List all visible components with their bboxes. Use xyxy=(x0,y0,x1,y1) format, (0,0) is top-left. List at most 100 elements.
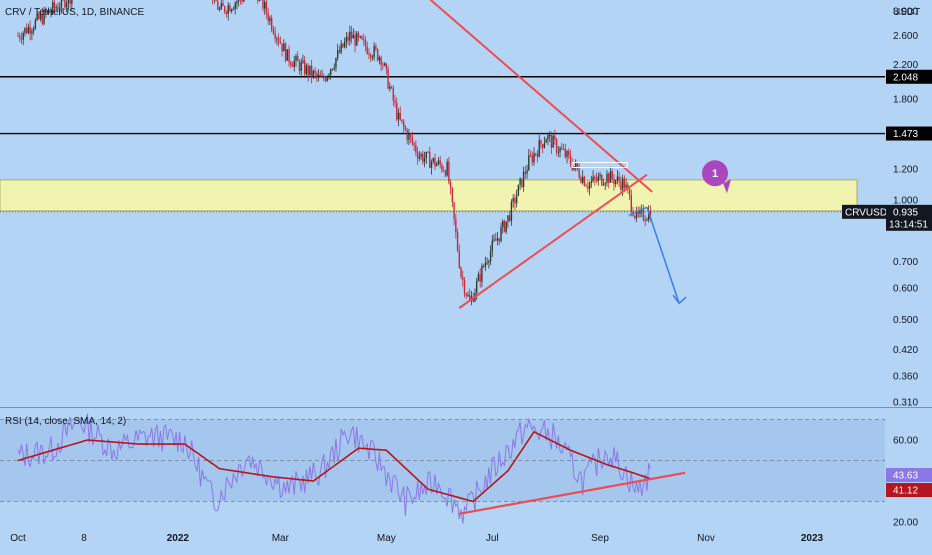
candle-body xyxy=(514,198,515,203)
candle-body xyxy=(533,153,534,162)
candle-body xyxy=(384,64,385,66)
candle-body xyxy=(511,202,512,221)
candle-body xyxy=(467,295,468,296)
candle-body xyxy=(259,0,260,1)
candle-body xyxy=(521,179,522,187)
candle-body xyxy=(295,56,296,61)
candle-body xyxy=(266,2,267,13)
time-tick-label: 2023 xyxy=(801,533,824,544)
candle-body xyxy=(466,294,467,296)
candle-body xyxy=(429,152,430,168)
candle-body xyxy=(596,179,597,181)
rsi-value-label: 43.63 xyxy=(893,471,918,482)
candle-body xyxy=(231,9,232,11)
candle-body xyxy=(340,44,341,53)
candle-body xyxy=(516,196,517,203)
candle-body xyxy=(370,54,371,57)
candle-body xyxy=(31,31,32,33)
candle-body xyxy=(558,152,559,153)
candle-body xyxy=(629,189,630,195)
candle-body xyxy=(502,221,503,227)
candle-body xyxy=(334,67,335,69)
candle-body xyxy=(408,134,409,140)
candle-body xyxy=(226,12,227,14)
candle-body xyxy=(573,166,574,169)
price-tick-label: 0.310 xyxy=(893,398,918,409)
candle-body xyxy=(274,33,275,38)
rsi-tick-label: 20.00 xyxy=(893,518,918,529)
price-tick-label: 2.600 xyxy=(893,31,918,42)
candle-body xyxy=(439,160,440,164)
candle-body xyxy=(386,64,387,69)
price-tick-label: 0.500 xyxy=(893,315,918,326)
candle-body xyxy=(278,38,279,42)
candle-body xyxy=(393,88,394,100)
candle-body xyxy=(481,266,482,282)
candle-body xyxy=(358,33,359,37)
candle-body xyxy=(594,177,595,179)
candle-body xyxy=(271,18,272,30)
candle-body xyxy=(446,162,447,176)
candle-326 xyxy=(584,176,585,187)
candle-body xyxy=(415,145,416,152)
candle-body xyxy=(339,50,340,52)
candle-body xyxy=(427,152,428,153)
candle-207 xyxy=(377,48,378,61)
candle-body xyxy=(401,120,402,122)
candle-body xyxy=(566,151,567,157)
price-tick-label: 1.800 xyxy=(893,94,918,105)
candle-body xyxy=(302,60,303,62)
candle-body xyxy=(512,198,513,202)
candle-body xyxy=(234,3,235,9)
candle-body xyxy=(611,171,612,179)
candle-body xyxy=(372,57,373,58)
candle-body xyxy=(478,274,479,281)
candle-body xyxy=(525,172,526,174)
candle-body xyxy=(488,261,489,262)
candle-body xyxy=(535,153,536,154)
candle-body xyxy=(561,148,562,149)
candle-body xyxy=(615,180,616,184)
candle-body xyxy=(273,30,274,34)
candle-body xyxy=(445,171,446,176)
candle-body xyxy=(434,158,435,166)
candle-290 xyxy=(521,179,522,188)
candle-body xyxy=(603,185,604,186)
candle-body xyxy=(443,170,444,171)
candle-body xyxy=(26,28,27,33)
candle-body xyxy=(276,38,277,39)
candle-body xyxy=(452,188,453,202)
candle-body xyxy=(438,160,439,163)
time-tick-label: Oct xyxy=(10,533,26,544)
candle-body xyxy=(486,263,487,264)
candle-body xyxy=(222,3,223,6)
candle-body xyxy=(351,32,352,39)
candle-body xyxy=(241,0,242,1)
rsi-title: RSI (14, close, SMA, 14, 2) xyxy=(5,416,126,427)
candle-body xyxy=(316,73,317,76)
candle-body xyxy=(269,18,270,21)
candle-body xyxy=(238,0,239,1)
candle-body xyxy=(509,215,510,220)
candle-body xyxy=(412,137,413,143)
candle-body xyxy=(280,42,281,43)
candle-body xyxy=(495,239,496,240)
candle-body xyxy=(646,220,647,221)
candle-body xyxy=(304,60,305,73)
candle-body xyxy=(592,177,593,181)
candle-body xyxy=(598,177,599,181)
candle-body xyxy=(537,154,538,157)
level-tag-label: 1.473 xyxy=(893,129,918,140)
candle-body xyxy=(403,121,404,127)
candle-body xyxy=(410,134,411,137)
candle-body xyxy=(483,266,484,267)
candle-body xyxy=(565,149,566,157)
candle-body xyxy=(436,164,437,166)
candle-body xyxy=(539,140,540,156)
candle-body xyxy=(325,78,326,80)
countdown-label: 13:14:51 xyxy=(889,219,928,230)
candle-body xyxy=(363,39,364,40)
candle-body xyxy=(267,13,268,21)
